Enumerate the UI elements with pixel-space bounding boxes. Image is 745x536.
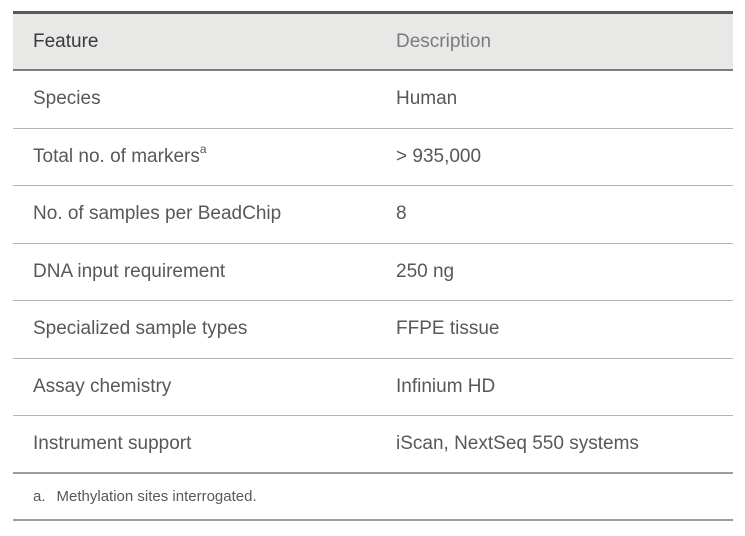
description-cell: Infinium HD [396, 375, 496, 397]
footnote-text: Methylation sites interrogated. [56, 488, 257, 505]
description-cell: 8 [396, 203, 407, 225]
feature-cell: Instrument support [33, 433, 192, 454]
table-row: Total no. of markersa > 935,000 [13, 129, 733, 186]
feature-cell: Species [33, 88, 101, 110]
footnote-marker-superscript: a [199, 142, 207, 157]
feature-cell: Total no. of markersa [13, 143, 396, 168]
table-row: Species Human [13, 71, 733, 129]
feature-cell: DNA input requirement [33, 260, 226, 282]
description-column-header: Description [396, 30, 492, 52]
table-row: Specialized sample types FFPE tissue [13, 301, 733, 359]
table-header-row: Feature Description [13, 14, 733, 71]
description-cell: > 935,000 [396, 145, 482, 167]
table-row: DNA input requirement 250 ng [13, 244, 733, 301]
feature-column-header: Feature [33, 30, 99, 52]
feature-cell: Assay chemistry [33, 375, 172, 397]
description-cell: 250 ng [396, 260, 455, 282]
description-cell: FFPE tissue [396, 318, 500, 340]
description-cell: iScan, NextSeq 550 systems [396, 433, 639, 454]
feature-cell: No. of samples per BeadChip [33, 203, 282, 225]
feature-cell-text: Total no. of markers [33, 145, 200, 167]
feature-cell: Specialized sample types [33, 318, 248, 340]
table-row: Instrument support iScan, NextSeq 550 sy… [13, 416, 733, 474]
spec-table: Feature Description Species Human Total … [13, 11, 733, 521]
footnote: a. Methylation sites interrogated. [13, 474, 733, 521]
description-cell: Human [396, 88, 458, 110]
table-row: Assay chemistry Infinium HD [13, 359, 733, 416]
footnote-marker: a. [33, 488, 46, 505]
table-row: No. of samples per BeadChip 8 [13, 186, 733, 244]
